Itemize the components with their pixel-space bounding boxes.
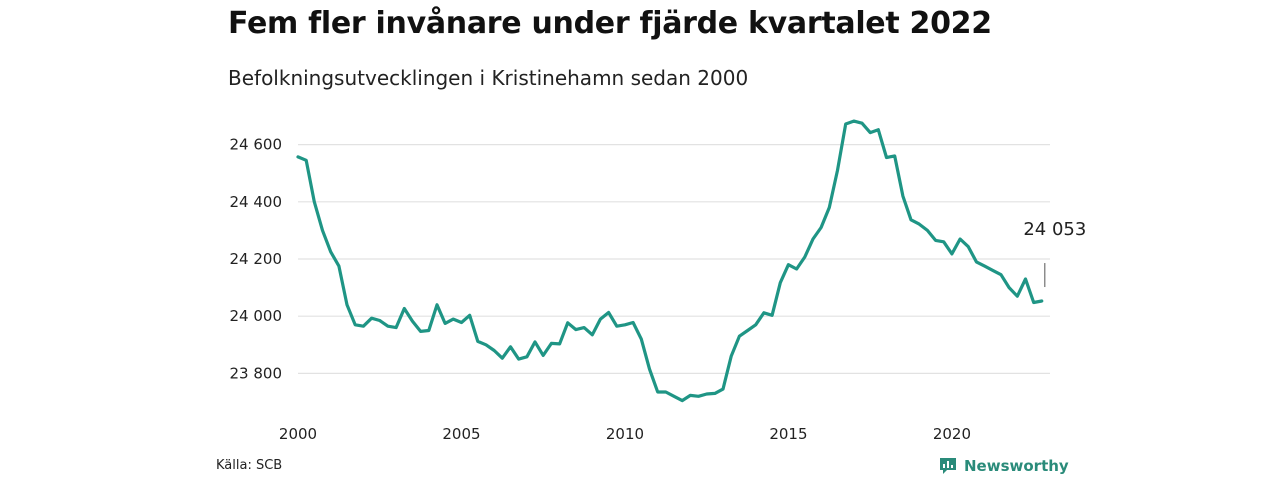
chart-icon [940, 458, 956, 474]
chart-title: Fem fler invånare under fjärde kvartalet… [228, 6, 992, 41]
brand-logo: Newsworthy [938, 456, 1069, 476]
x-axis: 2000 2005 2010 2015 2020 [279, 425, 971, 443]
annotation-label: 24 053 [1023, 219, 1086, 240]
x-tick-label: 2015 [769, 425, 807, 443]
chart-subtitle: Befolkningsutvecklingen i Kristinehamn s… [228, 66, 749, 90]
x-tick-label: 2000 [279, 425, 317, 443]
y-tick-label: 24 200 [230, 250, 283, 268]
y-tick-label: 24 400 [230, 193, 283, 211]
brand-name: Newsworthy [964, 457, 1069, 475]
annotations: 24 053 [1023, 219, 1086, 288]
y-tick-label: 24 000 [230, 307, 283, 325]
y-axis: 23 800 24 000 24 200 24 400 24 600 [230, 136, 283, 383]
series-line [296, 119, 1044, 403]
gridlines [298, 144, 1050, 374]
y-tick-label: 23 800 [230, 364, 283, 382]
x-tick-label: 2010 [606, 425, 644, 443]
x-tick-label: 2020 [933, 425, 971, 443]
series-group [296, 119, 1044, 403]
y-tick-label: 24 600 [230, 136, 283, 154]
source-note: Källa: SCB [216, 458, 283, 473]
x-tick-label: 2005 [442, 425, 480, 443]
